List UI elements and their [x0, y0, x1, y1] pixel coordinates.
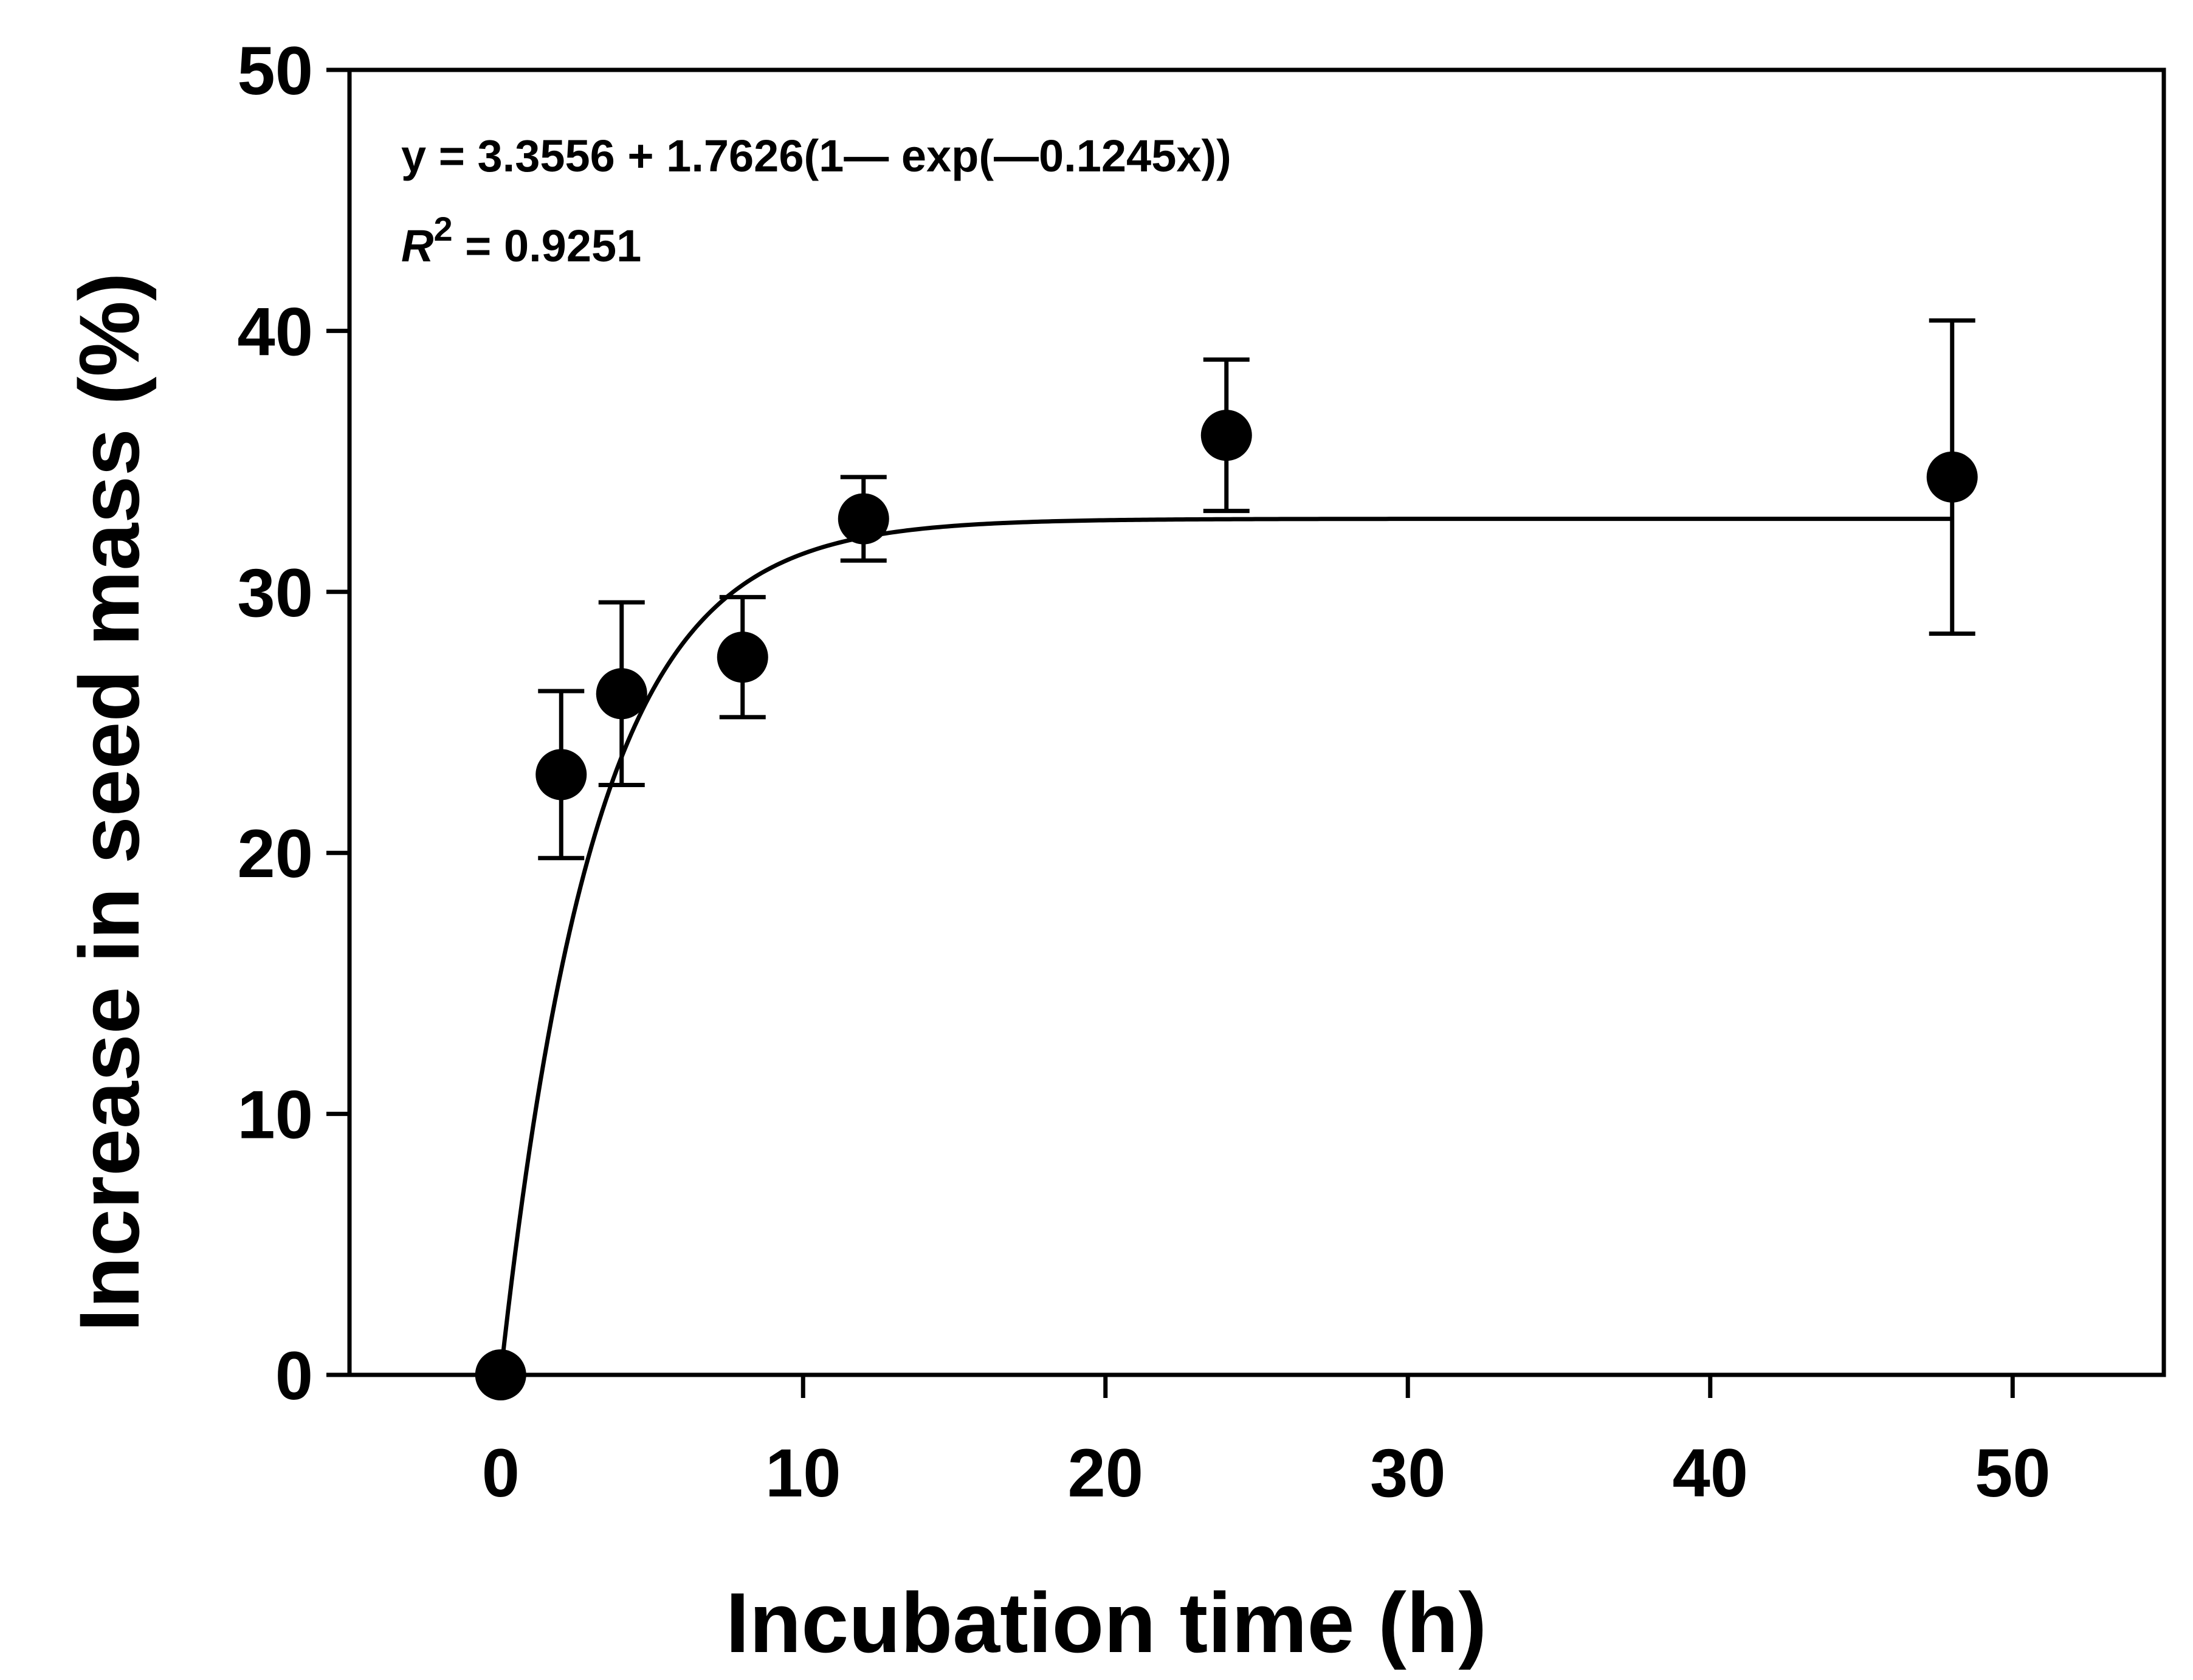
r-squared-symbol: R	[401, 221, 433, 271]
y-tick-label-30: 30	[237, 555, 313, 631]
y-tick-label-10: 10	[237, 1077, 313, 1153]
data-point-1	[535, 749, 587, 800]
y-tick-label-50: 50	[237, 33, 313, 109]
tick-labels-layer: 0 10 20 30 40 50 0 10 20 30 40 50	[237, 33, 2050, 1511]
x-tick-label-40: 40	[1672, 1435, 1748, 1511]
data-point-3	[717, 632, 768, 683]
plot-frame	[347, 67, 2166, 1377]
data-points-layer	[475, 410, 1978, 1400]
x-tick-label-50: 50	[1975, 1435, 2051, 1511]
y-tick-label-40: 40	[237, 294, 313, 370]
fit-equation: y = 3.3556 + 1.7626(1— exp(—0.1245x))	[401, 131, 1231, 181]
r-squared-exponent: 2	[433, 210, 452, 248]
x-tick-label-20: 20	[1067, 1435, 1143, 1511]
y-axis-title: Increase in seed mass (%)	[61, 272, 157, 1332]
x-tick-label-0: 0	[482, 1435, 520, 1511]
r-squared-value: = 0.9251	[453, 221, 642, 271]
r-squared: R2 = 0.9251	[401, 210, 641, 271]
data-point-2	[596, 668, 647, 720]
fit-curve	[498, 517, 1952, 1375]
y-tick-label-20: 20	[237, 816, 313, 892]
error-bars-layer	[538, 318, 1975, 861]
data-point-6	[1926, 451, 1978, 503]
data-point-5	[1200, 410, 1252, 461]
data-point-4	[838, 493, 889, 545]
x-axis-title: Incubation time (h)	[726, 1575, 1487, 1670]
x-tick-label-30: 30	[1370, 1435, 1446, 1511]
x-tick-label-10: 10	[765, 1435, 841, 1511]
axes-layer	[326, 67, 2166, 1398]
y-tick-label-0: 0	[275, 1338, 313, 1414]
fit-curve-layer	[498, 517, 1952, 1375]
